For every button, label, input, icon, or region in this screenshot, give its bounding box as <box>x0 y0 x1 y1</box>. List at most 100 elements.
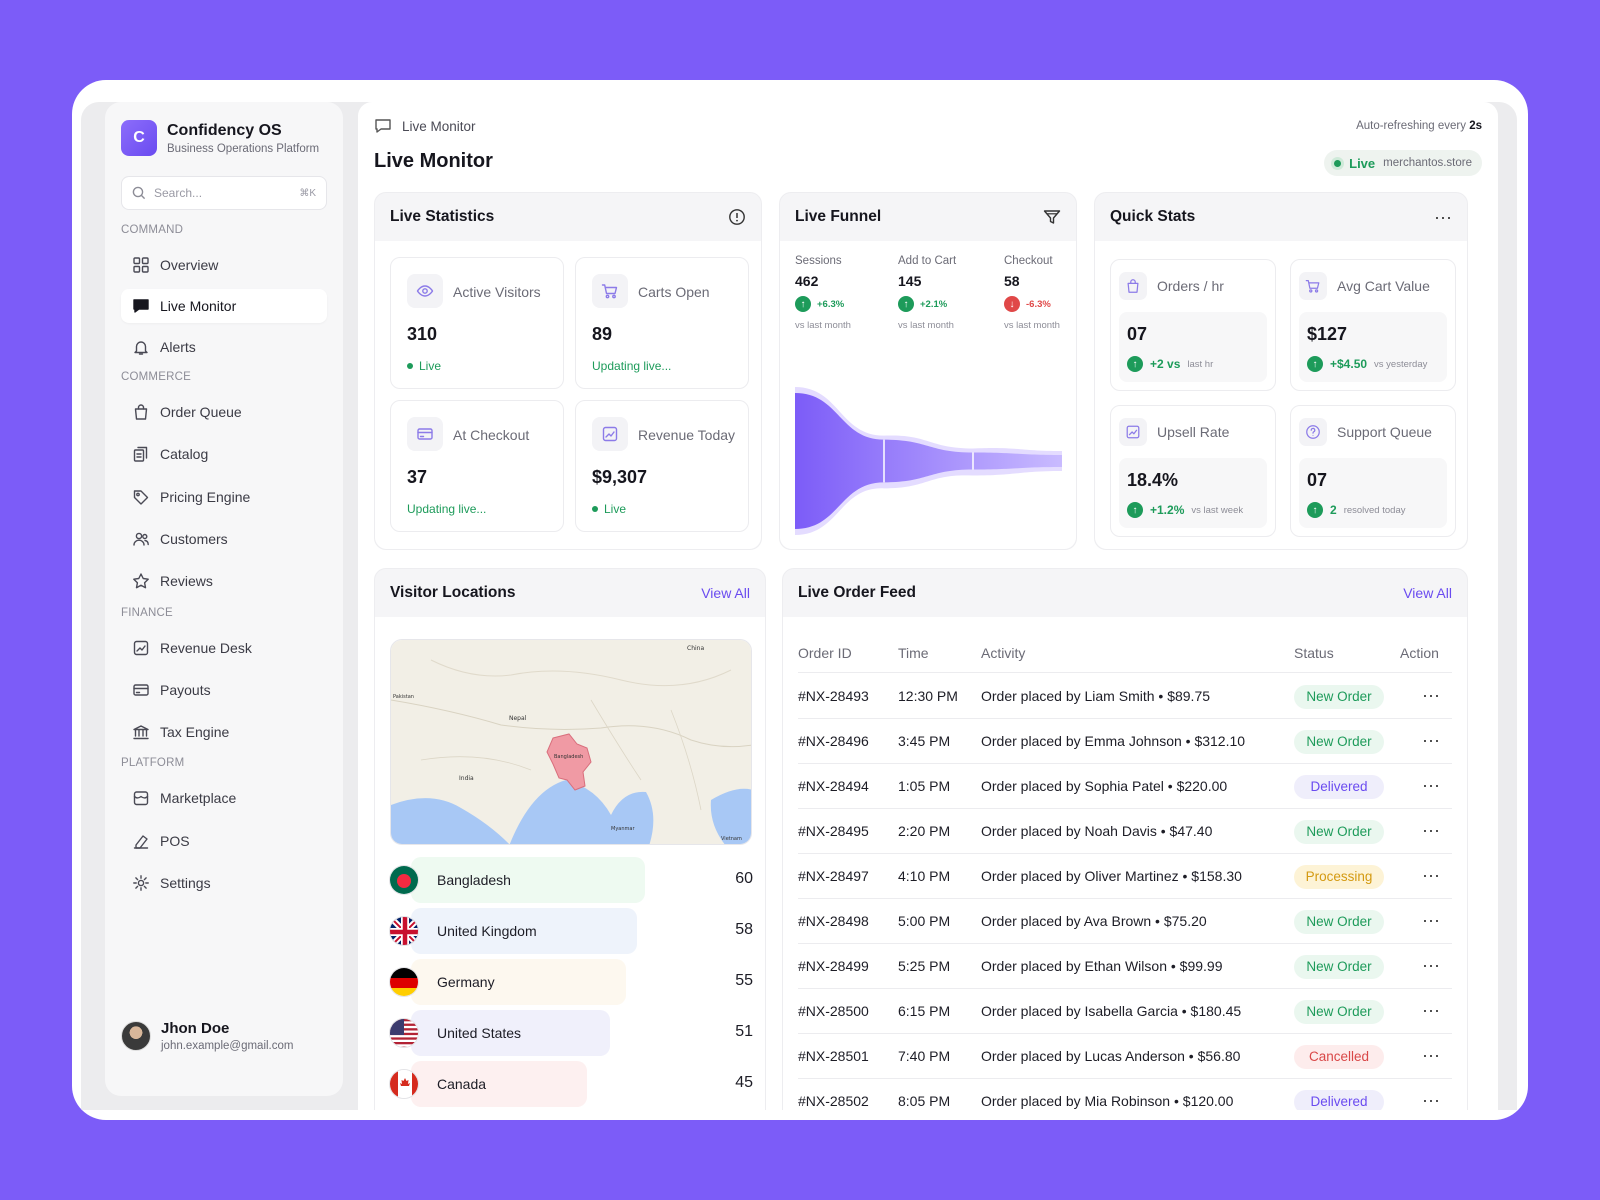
more-icon[interactable]: ··· <box>1422 865 1440 885</box>
sidebar: C Confidency OS Business Operations Plat… <box>105 102 343 1096</box>
country-row-united-states[interactable]: United States 51 <box>389 1010 753 1056</box>
arrow-up-icon: ↑ <box>1307 356 1323 372</box>
order-time: 12:30 PM <box>898 688 958 704</box>
order-id[interactable]: #NX-28493 <box>798 688 869 704</box>
sidebar-item-pricing-engine[interactable]: Pricing Engine <box>121 480 327 514</box>
map-road-line <box>430 659 732 687</box>
sidebar-item-reviews[interactable]: Reviews <box>121 564 327 598</box>
table-row[interactable]: #NX-28496 3:45 PM Order placed by Emma Joh… <box>798 719 1452 764</box>
info-icon[interactable] <box>728 208 746 226</box>
more-icon[interactable]: ··· <box>1422 730 1440 750</box>
table-row[interactable]: #NX-28502 8:05 PM Order placed by Mia Robi… <box>798 1079 1452 1110</box>
visitor-locations-view-all[interactable]: View All <box>701 585 750 601</box>
funnel-shape[interactable] <box>795 393 1062 529</box>
bank-icon <box>132 723 150 741</box>
more-icon[interactable]: ··· <box>1422 1045 1440 1065</box>
more-icon[interactable]: ··· <box>1422 775 1440 795</box>
more-icon[interactable]: ··· <box>1422 820 1440 840</box>
more-icon[interactable]: ··· <box>1434 207 1452 227</box>
sidebar-item-order-queue[interactable]: Order Queue <box>121 395 327 429</box>
funnel-stage-delta: ↑ +2.1% <box>898 296 956 312</box>
sidebar-item-marketplace[interactable]: Marketplace <box>121 781 327 815</box>
more-icon[interactable]: ··· <box>1422 1090 1440 1110</box>
order-id[interactable]: #NX-28496 <box>798 733 869 749</box>
quick-stat-orders-hr[interactable]: Orders / hr 07 ↑ +2 vs last hr <box>1110 259 1276 391</box>
stat-tile-revenue-today[interactable]: Revenue Today $9,307 Live <box>575 400 749 532</box>
order-id[interactable]: #NX-28494 <box>798 778 869 794</box>
section-label-platform: PLATFORM <box>121 757 185 770</box>
col-time[interactable]: Time <box>898 645 929 661</box>
quick-stat-avg-cart-value[interactable]: Avg Cart Value $127 ↑ +$4.50 vs yesterday <box>1290 259 1456 391</box>
order-id[interactable]: #NX-28498 <box>798 913 869 929</box>
stat-tile-at-checkout[interactable]: At Checkout 37 Updating live... <box>390 400 564 532</box>
col-order-id[interactable]: Order ID <box>798 645 852 661</box>
order-id[interactable]: #NX-28499 <box>798 958 869 974</box>
sidebar-item-payouts[interactable]: Payouts <box>121 673 327 707</box>
app-window: C Confidency OS Business Operations Plat… <box>81 102 1517 1110</box>
map-highlight-bangladesh[interactable] <box>546 733 592 791</box>
order-id[interactable]: #NX-28495 <box>798 823 869 839</box>
visitor-map[interactable]: China Nepal Bangladesh India Myanmar Vie… <box>390 639 752 845</box>
status-badge: New Order <box>1294 910 1384 934</box>
search-input[interactable] <box>154 186 292 200</box>
brand[interactable]: C Confidency OS Business Operations Plat… <box>121 120 319 156</box>
order-id[interactable]: #NX-28497 <box>798 868 869 884</box>
map-river-lines <box>420 699 702 811</box>
sidebar-item-label: Tax Engine <box>160 724 230 741</box>
more-icon[interactable]: ··· <box>1422 955 1440 975</box>
order-feed-view-all[interactable]: View All <box>1403 585 1452 601</box>
col-status[interactable]: Status <box>1294 645 1334 661</box>
sidebar-item-overview[interactable]: Overview <box>121 248 327 282</box>
section-label-finance: FINANCE <box>121 606 173 619</box>
funnel-stage-value: 145 <box>898 273 922 289</box>
order-id[interactable]: #NX-28500 <box>798 1003 869 1019</box>
country-row-germany[interactable]: Germany 55 <box>389 959 753 1005</box>
sidebar-item-live-monitor[interactable]: Live Monitor <box>121 289 327 323</box>
avatar[interactable] <box>121 1021 151 1051</box>
breadcrumb-label[interactable]: Live Monitor <box>402 118 476 134</box>
stat-tile-carts-open[interactable]: Carts Open 89 Updating live... <box>575 257 749 389</box>
map-water-east <box>710 788 751 844</box>
bell-icon <box>132 338 150 356</box>
country-row-united-kingdom[interactable]: United Kingdom 58 <box>389 908 753 954</box>
table-row[interactable]: #NX-28501 7:40 PM Order placed by Lucas An… <box>798 1034 1452 1079</box>
funnel-stage-value: 58 <box>1004 273 1020 289</box>
quick-stat-label: Support Queue <box>1337 424 1432 440</box>
quick-stat-support-queue[interactable]: Support Queue 07 ↑ 2 resolved today <box>1290 405 1456 537</box>
user-profile[interactable]: Jhon Doe john.example@gmail.com <box>121 1020 293 1052</box>
sidebar-item-alerts[interactable]: Alerts <box>121 330 327 364</box>
sidebar-item-settings[interactable]: Settings <box>121 866 327 900</box>
table-row[interactable]: #NX-28500 6:15 PM Order placed by Isabella… <box>798 989 1452 1034</box>
col-action[interactable]: Action <box>1400 645 1439 661</box>
order-id[interactable]: #NX-28501 <box>798 1048 869 1064</box>
sidebar-item-catalog[interactable]: Catalog <box>121 437 327 471</box>
order-id[interactable]: #NX-28502 <box>798 1093 869 1109</box>
more-icon[interactable]: ··· <box>1422 910 1440 930</box>
table-row[interactable]: #NX-28493 12:30 PM Order placed by Liam Sm… <box>798 674 1452 719</box>
table-row[interactable]: #NX-28497 4:10 PM Order placed by Oliver M… <box>798 854 1452 899</box>
more-icon[interactable]: ··· <box>1422 685 1440 705</box>
filter-icon[interactable] <box>1043 209 1061 225</box>
col-activity[interactable]: Activity <box>981 645 1026 661</box>
sidebar-item-revenue-desk[interactable]: Revenue Desk <box>121 631 327 665</box>
sidebar-item-customers[interactable]: Customers <box>121 522 327 556</box>
table-row[interactable]: #NX-28495 2:20 PM Order placed by Noah Dav… <box>798 809 1452 854</box>
more-icon[interactable]: ··· <box>1422 1000 1440 1020</box>
sidebar-item-label: Payouts <box>160 681 211 698</box>
search-box[interactable]: ⌘K <box>121 176 327 210</box>
quick-stat-upsell-rate[interactable]: Upsell Rate 18.4% ↑ +1.2% vs last week <box>1110 405 1276 537</box>
table-row[interactable]: #NX-28498 5:00 PM Order placed by Ava Brow… <box>798 899 1452 944</box>
table-row[interactable]: #NX-28494 1:05 PM Order placed by Sophia P… <box>798 764 1452 809</box>
sidebar-item-pos[interactable]: POS <box>121 824 327 858</box>
live-funnel-body: Sessions 462 ↑ +6.3% vs last month Add to Car… <box>780 241 1076 549</box>
sidebar-item-label: Customers <box>160 530 228 547</box>
status-badge-label: Cancelled <box>1294 1045 1384 1069</box>
quick-stat-value: $127 <box>1307 324 1348 344</box>
country-name: United States <box>437 1025 522 1041</box>
country-row-canada[interactable]: Canada 45 <box>389 1061 753 1107</box>
table-row[interactable]: #NX-28499 5:25 PM Order placed by Ethan Wi… <box>798 944 1452 989</box>
quick-stat-label: Upsell Rate <box>1157 424 1230 440</box>
country-row-bangladesh[interactable]: Bangladesh 60 <box>389 857 753 903</box>
stat-tile-active-visitors[interactable]: Active Visitors 310 Live <box>390 257 564 389</box>
sidebar-item-tax-engine[interactable]: Tax Engine <box>121 715 327 749</box>
